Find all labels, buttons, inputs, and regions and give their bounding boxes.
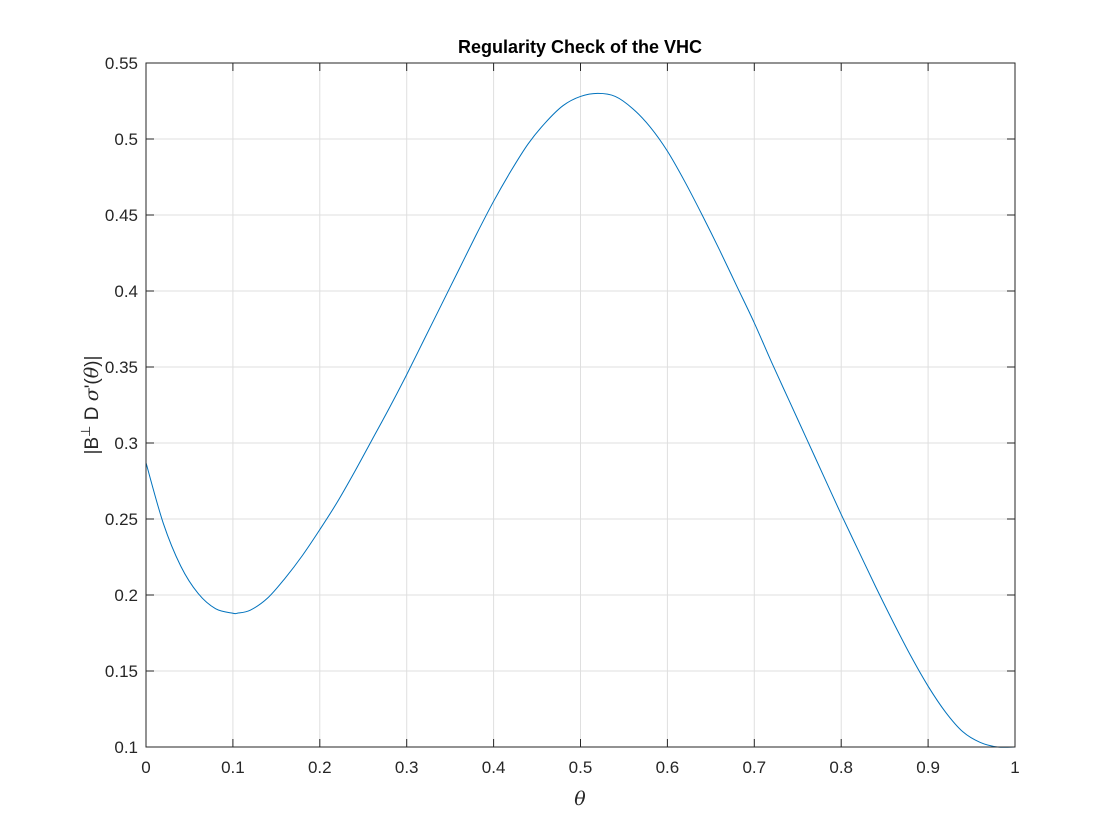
x-tick-label: 0.6 xyxy=(656,758,680,777)
y-tick-label: 0.3 xyxy=(114,434,138,453)
x-tick-labels: 0 0.1 0.2 0.3 0.4 0.5 0.6 0.7 0.8 0.9 1 xyxy=(141,758,1019,777)
y-tick-label: 0.15 xyxy=(105,662,138,681)
y-label-middle: D xyxy=(82,401,103,425)
y-tick-label: 0.25 xyxy=(105,510,138,529)
x-tick-label: 0.9 xyxy=(916,758,940,777)
y-label-superscript: ⊥ xyxy=(78,426,93,437)
x-tick-label: 0 xyxy=(141,758,150,777)
x-tick-label: 0.2 xyxy=(308,758,332,777)
chart-title: Regularity Check of the VHC xyxy=(458,37,702,57)
x-tick-label: 0.3 xyxy=(395,758,419,777)
y-tick-label: 0.1 xyxy=(114,738,138,757)
y-tick-label: 0.2 xyxy=(114,586,138,605)
x-tick-label: 0.5 xyxy=(569,758,593,777)
y-tick-label: 0.4 xyxy=(114,282,138,301)
series-layer xyxy=(145,92,1016,748)
y-label-suffix-b: )| xyxy=(82,356,103,367)
x-tick-label: 1 xyxy=(1010,758,1019,777)
y-label-suffix-a: '( xyxy=(82,378,103,389)
ticks xyxy=(145,62,1016,748)
x-tick-label: 0.4 xyxy=(482,758,506,777)
x-tick-label: 0.7 xyxy=(742,758,766,777)
y-label-sigma: σ xyxy=(81,387,103,401)
y-tick-label: 0.35 xyxy=(105,358,138,377)
y-tick-labels: 0.1 0.15 0.2 0.25 0.3 0.35 0.4 0.45 0.5 0.55 xyxy=(105,54,138,757)
x-tick-label: 0.8 xyxy=(829,758,853,777)
y-label-prefix: |B xyxy=(82,437,103,455)
y-label-theta: θ xyxy=(81,366,103,378)
y-axis-label: |B⊥ D σ'(θ)| xyxy=(78,356,103,455)
y-tick-label: 0.5 xyxy=(114,130,138,149)
y-tick-label: 0.55 xyxy=(105,54,138,73)
x-axis-label: θ xyxy=(574,788,586,810)
x-tick-label: 0.1 xyxy=(221,758,245,777)
y-tick-label: 0.45 xyxy=(105,206,138,225)
series-line xyxy=(145,92,1016,748)
